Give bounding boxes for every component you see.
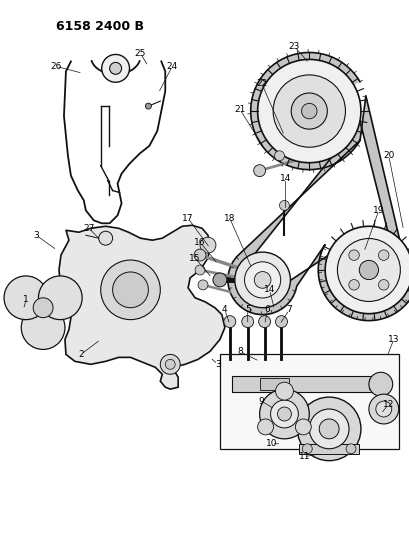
Circle shape	[257, 419, 273, 435]
Circle shape	[254, 272, 270, 288]
Text: 6: 6	[264, 305, 270, 314]
Circle shape	[38, 276, 82, 320]
Circle shape	[259, 389, 308, 439]
Circle shape	[345, 444, 355, 454]
Bar	[219, 354, 398, 449]
Text: 26: 26	[50, 62, 61, 71]
Text: 10: 10	[265, 439, 276, 448]
Text: 16: 16	[194, 238, 205, 247]
Circle shape	[223, 316, 235, 328]
Text: 19: 19	[372, 206, 384, 215]
Bar	[299, 444, 358, 454]
Circle shape	[279, 200, 289, 211]
Circle shape	[301, 103, 316, 119]
Text: 14: 14	[263, 285, 274, 294]
Polygon shape	[227, 52, 409, 321]
Text: 5: 5	[244, 305, 250, 314]
Circle shape	[272, 75, 345, 147]
Circle shape	[368, 394, 398, 424]
Bar	[231, 376, 380, 392]
Circle shape	[378, 280, 388, 290]
Text: 3: 3	[214, 360, 220, 369]
Text: 25: 25	[135, 49, 146, 58]
Circle shape	[319, 419, 338, 439]
Circle shape	[33, 298, 53, 318]
Circle shape	[290, 93, 326, 129]
Circle shape	[378, 250, 388, 261]
Circle shape	[244, 262, 280, 298]
Text: 12: 12	[382, 400, 393, 409]
Text: 13: 13	[387, 335, 398, 344]
Circle shape	[257, 59, 360, 163]
Circle shape	[21, 306, 65, 350]
Text: 14: 14	[279, 174, 290, 183]
Circle shape	[101, 54, 129, 82]
Text: 27: 27	[83, 224, 94, 233]
Text: 23: 23	[288, 42, 299, 51]
Circle shape	[112, 272, 148, 308]
Circle shape	[258, 316, 270, 328]
Text: 21: 21	[234, 104, 245, 114]
Text: 20: 20	[382, 151, 393, 160]
Circle shape	[195, 265, 204, 275]
Text: 11: 11	[298, 452, 309, 461]
Circle shape	[348, 250, 358, 261]
Bar	[259, 378, 289, 390]
Circle shape	[160, 354, 180, 374]
Text: 9: 9	[258, 397, 264, 406]
Circle shape	[200, 237, 216, 253]
Circle shape	[301, 444, 312, 454]
Circle shape	[275, 382, 293, 400]
Text: 22: 22	[255, 79, 267, 88]
Circle shape	[198, 280, 207, 290]
Bar	[368, 379, 380, 389]
Circle shape	[277, 407, 291, 421]
Polygon shape	[59, 225, 224, 389]
Circle shape	[165, 359, 175, 369]
Text: 17: 17	[182, 214, 193, 223]
Circle shape	[253, 165, 265, 176]
Circle shape	[275, 316, 287, 328]
Text: 6158 2400 B: 6158 2400 B	[56, 20, 144, 33]
Circle shape	[274, 151, 284, 161]
Circle shape	[324, 227, 409, 314]
Circle shape	[294, 419, 310, 435]
Circle shape	[193, 249, 205, 261]
Text: 4: 4	[222, 305, 227, 314]
Text: 8: 8	[236, 347, 242, 356]
Circle shape	[270, 400, 298, 428]
Circle shape	[234, 252, 290, 308]
Circle shape	[348, 280, 358, 290]
Circle shape	[368, 372, 392, 396]
Circle shape	[241, 316, 253, 328]
Circle shape	[109, 62, 121, 74]
Circle shape	[297, 397, 360, 461]
Circle shape	[101, 260, 160, 320]
Circle shape	[99, 231, 112, 245]
Text: 24: 24	[166, 62, 178, 71]
Circle shape	[4, 276, 47, 320]
Circle shape	[212, 273, 226, 287]
Circle shape	[358, 260, 378, 280]
Circle shape	[375, 401, 391, 417]
Text: 15: 15	[189, 254, 200, 263]
Text: 7: 7	[286, 305, 292, 314]
Circle shape	[145, 103, 151, 109]
Text: 3: 3	[33, 231, 39, 240]
Text: 1: 1	[23, 295, 29, 304]
Text: 2: 2	[78, 350, 83, 359]
Circle shape	[308, 409, 348, 449]
Circle shape	[337, 238, 399, 302]
Text: 18: 18	[224, 214, 235, 223]
